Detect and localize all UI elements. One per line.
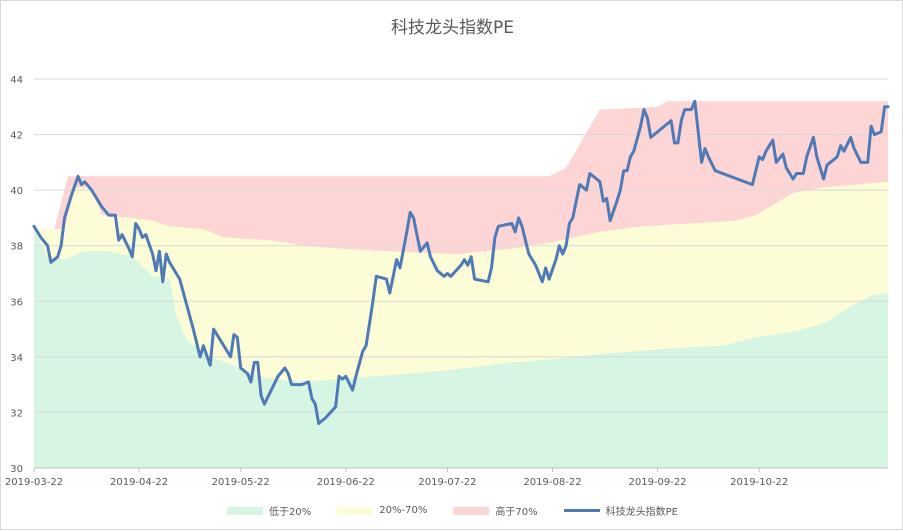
legend-label: 高于70%	[495, 507, 538, 518]
y-tick-label: 42	[10, 131, 23, 142]
x-tick-label: 2019-08-22	[523, 477, 581, 488]
y-tick-label: 38	[10, 242, 23, 253]
legend-item-0: 低于20%	[227, 503, 311, 518]
legend-label: 科技龙头指数PE	[605, 507, 678, 518]
y-tick-label: 36	[10, 297, 23, 308]
legend-item-1: 20%-70%	[337, 505, 427, 516]
legend-label: 20%-70%	[379, 505, 428, 516]
legend-item-3: 科技龙头指数PE	[563, 503, 678, 518]
x-tick-label: 2019-05-22	[212, 477, 270, 488]
legend-label: 低于20%	[269, 507, 312, 518]
legend-swatch	[227, 506, 264, 515]
y-tick-label: 34	[10, 353, 23, 364]
x-tick-label: 2019-03-22	[5, 477, 63, 488]
y-tick-label: 40	[10, 186, 23, 197]
x-tick-label: 2019-06-22	[317, 477, 375, 488]
x-tick-label: 2019-09-22	[628, 477, 686, 488]
chart-title: 科技龙头指数PE	[391, 18, 514, 38]
x-tick-label: 2019-10-22	[730, 477, 788, 488]
legend-swatch	[563, 509, 600, 512]
x-tick-label: 2019-07-22	[418, 477, 476, 488]
y-tick-label: 32	[10, 408, 23, 419]
x-tick-label: 2019-04-22	[110, 477, 168, 488]
legend-item-2: 高于70%	[453, 503, 538, 518]
y-tick-label: 44	[10, 75, 23, 86]
band-area-0	[34, 229, 888, 468]
y-tick-label: 30	[10, 464, 23, 475]
legend: 低于20% 20%-70% 高于70% 科技龙头指数PE	[1, 503, 903, 518]
legend-swatch	[453, 506, 490, 515]
pe-line-series	[32, 99, 890, 425]
legend-swatch	[337, 506, 374, 515]
